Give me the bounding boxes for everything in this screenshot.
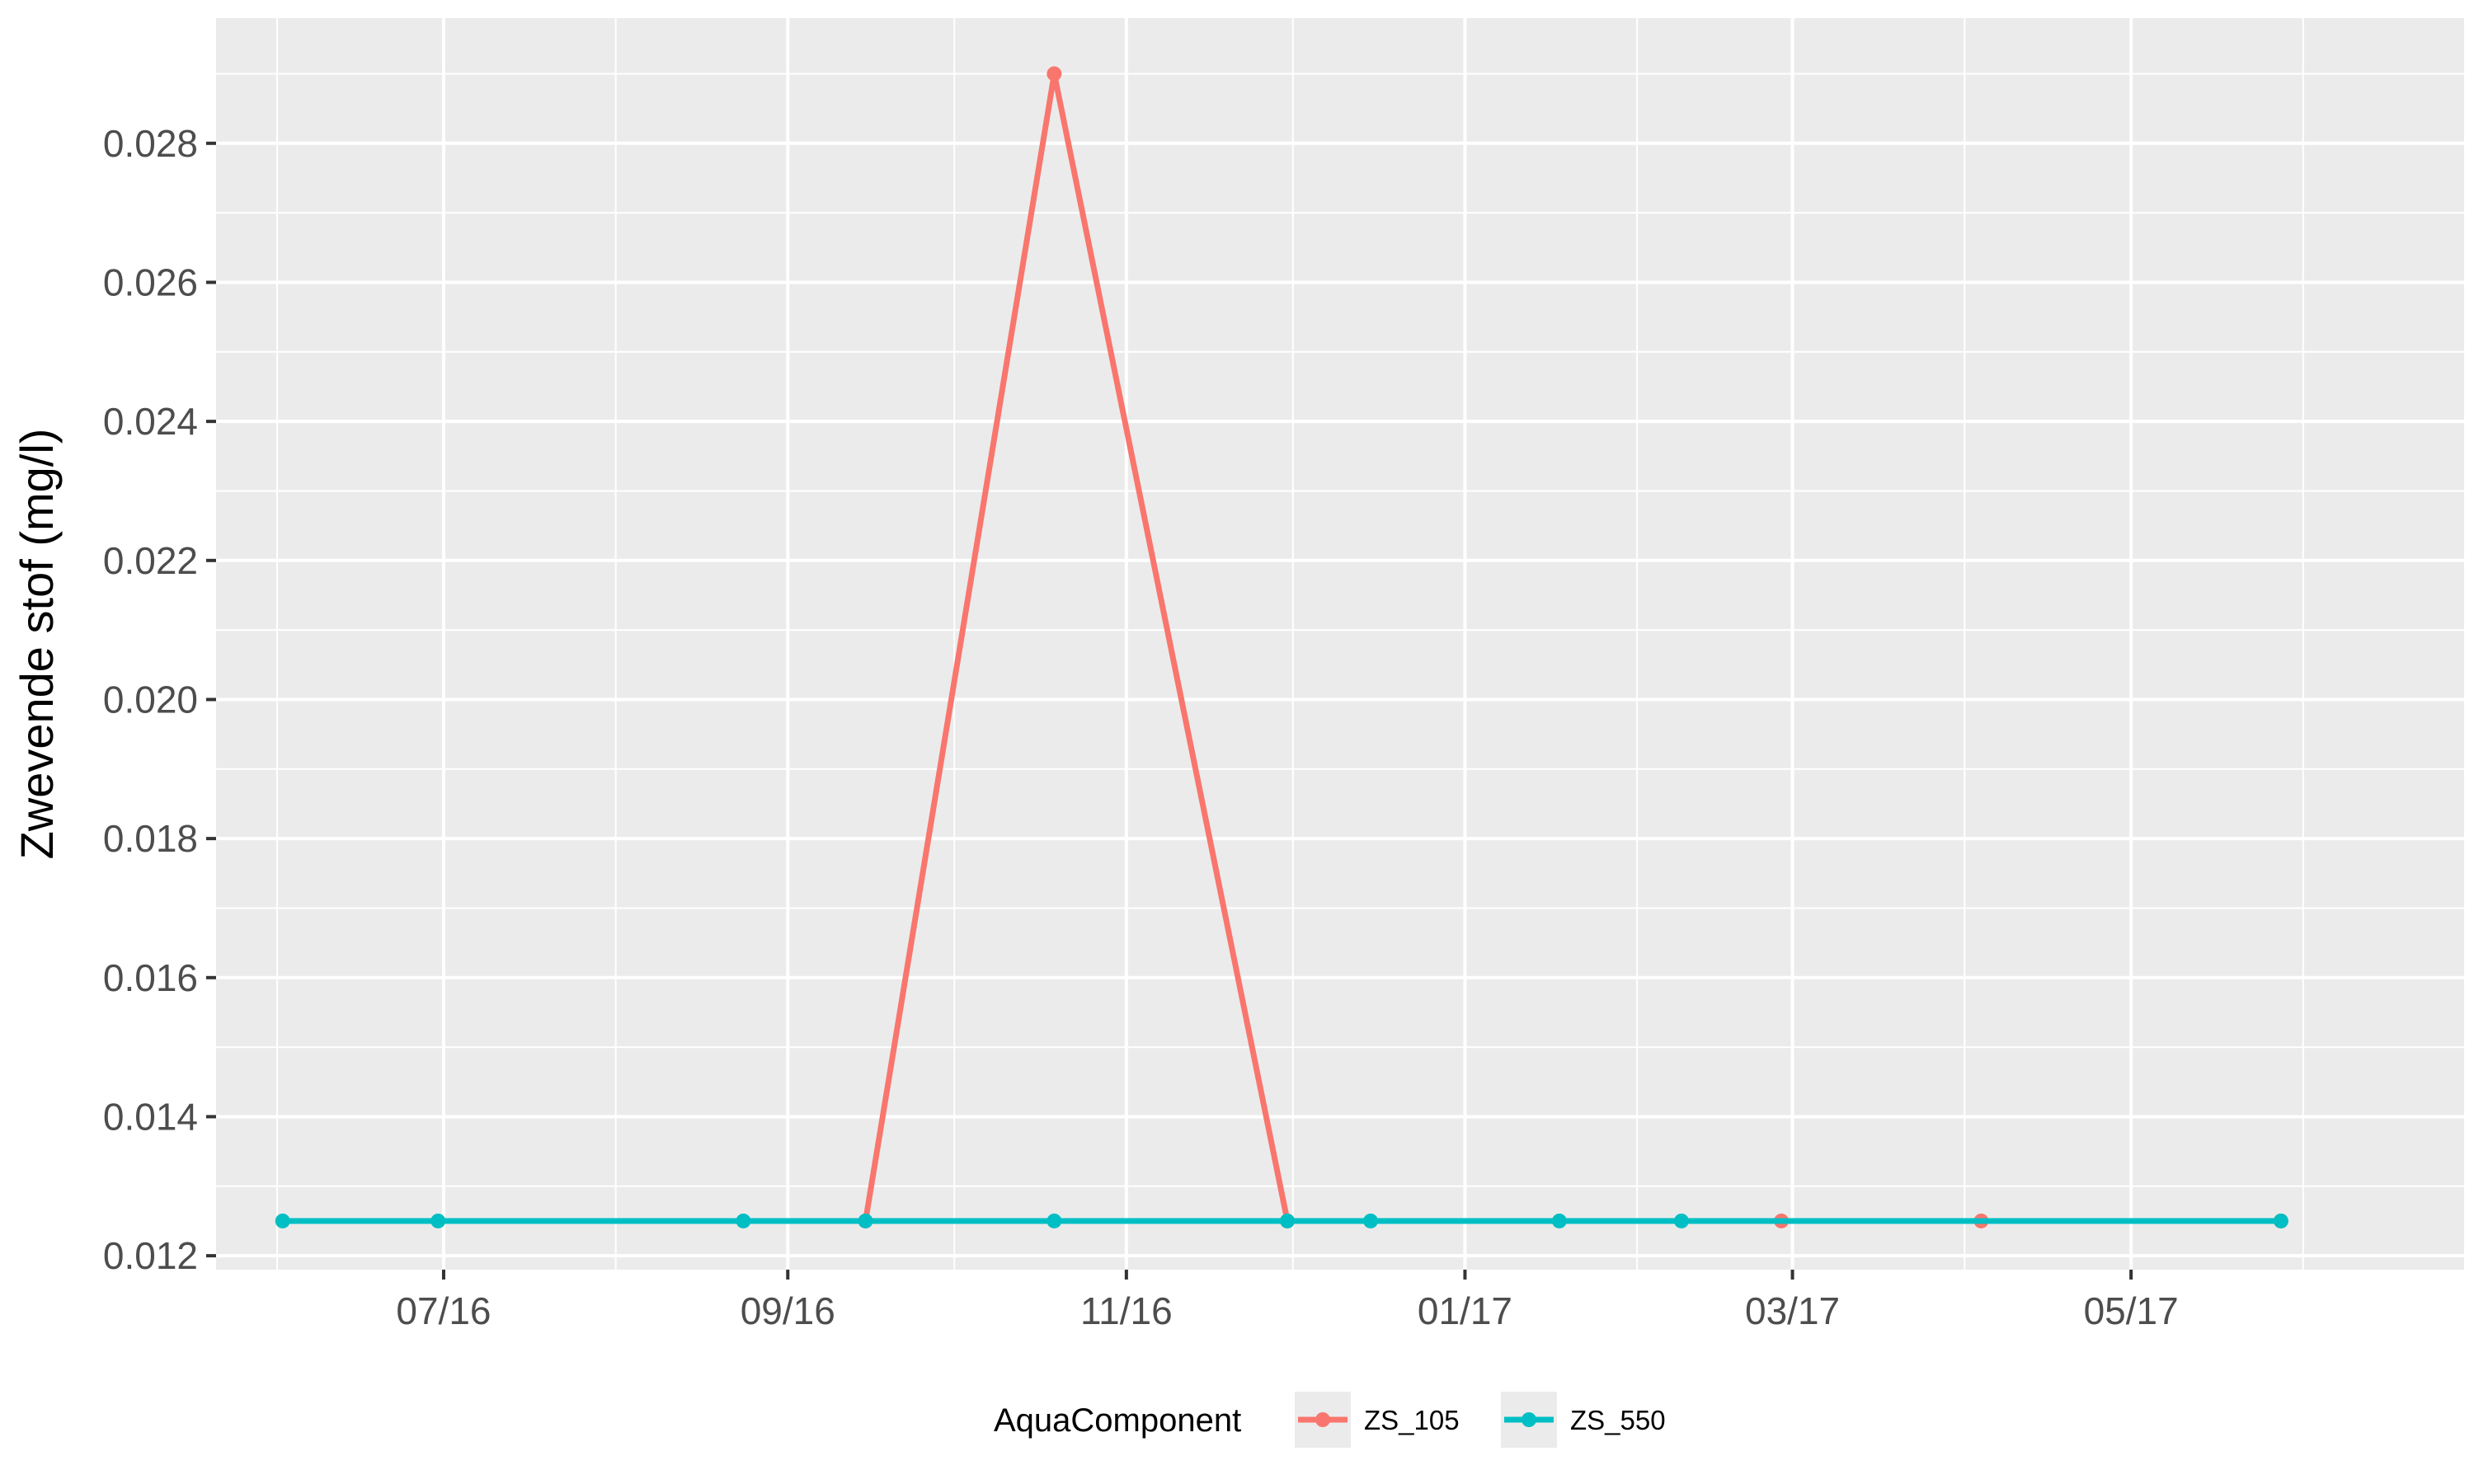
x-tick-label: 11/16 [1080,1289,1173,1332]
y-tick-label: 0.014 [103,1095,198,1138]
data-point [275,1213,290,1228]
grid-lines [216,18,2464,1270]
legend-key-point [1522,1412,1536,1427]
data-point [1363,1213,1379,1228]
data-point [1551,1213,1567,1228]
data-point [1673,1213,1689,1228]
plot-panel [216,18,2464,1270]
legend-title: AquaComponent [994,1402,1241,1439]
x-tick-label: 03/17 [1745,1289,1840,1332]
data-point [1047,1213,1062,1228]
y-tick-label: 0.028 [103,122,198,165]
legend-item: ZS_105 [1295,1392,1460,1448]
data-point [858,1213,873,1228]
y-tick-label: 0.022 [103,539,198,582]
data-point [736,1213,751,1228]
y-tick-label: 0.020 [103,678,198,721]
data-point [1280,1213,1296,1228]
y-tick-label: 0.024 [103,400,198,443]
legend: AquaComponent ZS_105 ZS_550 [994,1392,1666,1448]
y-tick-label: 0.016 [103,956,198,999]
y-tick-label: 0.012 [103,1234,198,1277]
axes: 0.012 0.014 0.016 0.018 0.020 0.022 0.024 0.026… [103,122,2179,1332]
data-point [2273,1213,2288,1228]
y-tick-label: 0.026 [103,261,198,303]
x-tick-label: 09/16 [741,1289,835,1332]
legend-label: ZS_550 [1570,1405,1666,1435]
legend-label: ZS_105 [1364,1405,1460,1435]
y-axis-title: Zwevende stof (mg/l) [11,429,63,860]
data-point [430,1213,446,1228]
series-layer [275,66,2288,1228]
series-zs-550 [275,1213,2288,1228]
legend-items: ZS_105 ZS_550 [1295,1392,1666,1448]
y-tick-label: 0.018 [103,817,198,860]
data-point [1047,66,1062,82]
x-tick-label: 07/16 [396,1289,491,1332]
legend-key-point [1315,1412,1330,1427]
legend-item: ZS_550 [1501,1392,1666,1448]
x-tick-label: 01/17 [1418,1289,1512,1332]
x-tick-label: 05/17 [2084,1289,2179,1332]
